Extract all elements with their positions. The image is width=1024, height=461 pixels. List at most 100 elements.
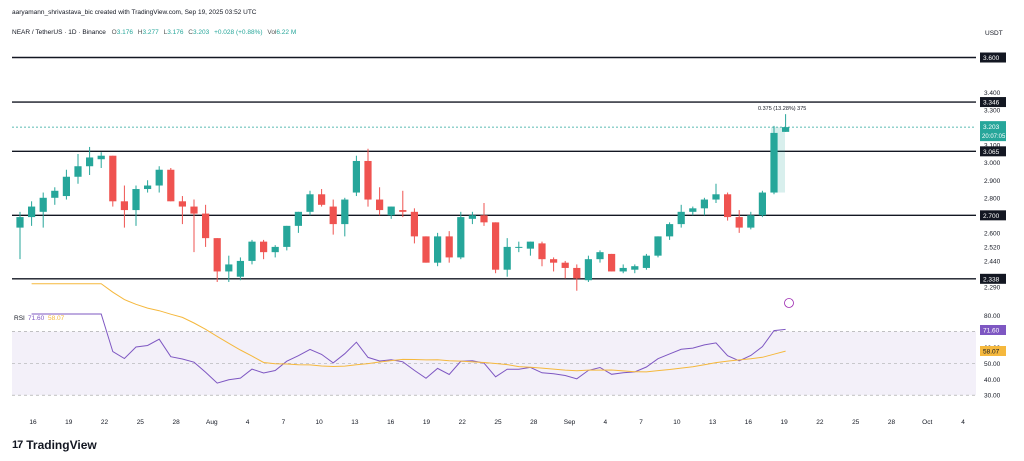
time-tick: 4 [603, 419, 607, 426]
price-axis[interactable]: USDT 3.400 3.300 3.100 3.000 2.900 2.800 2.600 2… [980, 30, 1006, 400]
candle-body [51, 190, 59, 198]
candle-body [503, 246, 511, 270]
time-tick: 25 [852, 419, 860, 426]
candle-body [619, 267, 627, 272]
low-value: 3.176 [167, 29, 184, 36]
high-value: 3.277 [142, 29, 159, 36]
candle-body [236, 260, 244, 277]
price-tick: 2.520 [984, 244, 1001, 251]
brand-name: TradingView [26, 438, 97, 452]
candle-body [457, 217, 465, 258]
price-tick: 3.000 [984, 160, 1001, 167]
rsi-label: RSI [14, 315, 25, 322]
candle-body [712, 194, 720, 200]
candle-body [306, 194, 314, 212]
candle-body [677, 211, 685, 225]
level-tag-label: 3.065 [983, 149, 1000, 156]
time-tick: 7 [639, 419, 643, 426]
level-tag-label: 3.346 [983, 100, 1000, 107]
candle-body [155, 169, 163, 186]
time-tick: 22 [816, 419, 824, 426]
time-tick: Aug [206, 419, 218, 426]
level-tag [980, 52, 1006, 63]
candle-body [445, 236, 453, 258]
level-tag-label: 2.338 [983, 276, 1000, 283]
price-tick: 3.300 [984, 108, 1001, 115]
candle-body [515, 246, 523, 248]
chart-credit: aaryamann_shrivastava_bic created with T… [12, 9, 257, 16]
candle-body [561, 262, 569, 268]
candle-body [434, 236, 442, 263]
time-tick: 28 [172, 419, 180, 426]
level-tag-label: 3.600 [983, 55, 1000, 62]
candle-body [109, 155, 117, 202]
time-tick: 4 [246, 419, 250, 426]
rsi-value-tag [980, 325, 1006, 335]
candle-body [202, 213, 210, 239]
measure-label: 0.375 (13.28%) 375 [758, 106, 806, 112]
candle-body [329, 206, 337, 225]
candle-body [492, 222, 500, 270]
candle-body [213, 238, 221, 272]
symbol-label[interactable]: NEAR / TetherUS · 1D · Binance [12, 29, 106, 36]
candle-body [62, 176, 70, 197]
candle-body [120, 201, 128, 211]
candle-body [526, 241, 534, 249]
high-label: H [137, 29, 143, 36]
rsi-ma-value: 58.07 [48, 315, 65, 322]
candle-body [596, 252, 604, 260]
candle-body [654, 236, 662, 256]
time-tick: 22 [459, 419, 467, 426]
current-price-tag [980, 121, 1006, 142]
time-tick: 4 [961, 419, 965, 426]
level-tag-label: 2.700 [983, 213, 1000, 220]
candle-body [631, 266, 639, 270]
rsi-pane: RSI 71.60 58.07 [14, 283, 786, 384]
level-tag [980, 210, 1006, 221]
open-value: 3.176 [116, 29, 133, 36]
time-tick: 28 [888, 419, 896, 426]
candle-body [28, 206, 36, 218]
candle-body [538, 243, 546, 260]
price-tick: 2.290 [984, 285, 1001, 292]
volume-label: Vol [267, 29, 277, 36]
time-axis[interactable]: 16 19 22 25 28 Aug 4 7 10 13 16 19 22 25 28 Sep 4 7 10 13 16… [29, 419, 965, 426]
time-tick: Sep [564, 419, 576, 426]
candle-body [387, 206, 395, 216]
candle-body [666, 224, 674, 237]
time-tick: 10 [316, 419, 324, 426]
candle-body [480, 215, 488, 223]
rsi-value-tag-label: 71.60 [983, 328, 1000, 335]
close-label: C [188, 29, 193, 36]
change-value: +0.028 (+0.88%) [214, 29, 263, 36]
measure-tool[interactable]: 0.375 (13.28%) 375 [12, 106, 976, 308]
candle-body [74, 166, 82, 177]
candle-body [364, 160, 372, 200]
rsi-value: 71.60 [28, 315, 45, 322]
candle-body [782, 127, 790, 132]
level-tag [980, 273, 1006, 284]
support-resistance-lines: 3.600 3.346 3.065 2.700 2.338 [12, 52, 1006, 284]
time-tick: 25 [137, 419, 145, 426]
rsi-line [31, 313, 786, 384]
price-tick: 3.400 [984, 90, 1001, 97]
level-tag [980, 97, 1006, 108]
candle-body [178, 201, 186, 207]
candle-body [468, 215, 476, 219]
time-tick: 7 [282, 419, 286, 426]
candle-body [700, 199, 708, 209]
candle-body [747, 215, 755, 228]
candle-body [271, 246, 279, 253]
time-tick: 16 [29, 419, 37, 426]
candle-body [550, 259, 558, 263]
rsi-tick: 50.00 [984, 361, 1001, 368]
rsi-tick: 30.00 [984, 393, 1001, 400]
candle-body [573, 267, 581, 279]
candle-body [39, 197, 47, 212]
ohlc-legend: NEAR / TetherUS · 1D · Binance O3.176 H3… [12, 29, 299, 36]
candle-body [132, 189, 140, 211]
time-tick: 16 [387, 419, 395, 426]
candle-body [260, 241, 268, 253]
candle-body [608, 253, 616, 272]
